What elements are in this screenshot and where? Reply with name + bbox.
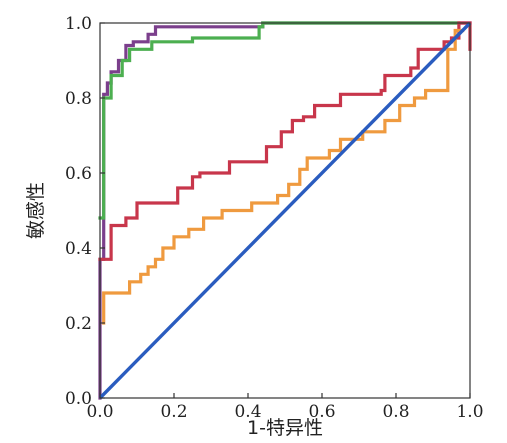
y-tick-label: 1.0 [65,14,92,34]
y-tick-label: 0.4 [65,239,92,259]
y-tick-label: 0.0 [65,389,92,409]
x-tick-label: 0.8 [382,402,409,422]
plot-frame [99,22,471,399]
x-tick-label: 0.6 [308,402,335,422]
series-line-2 [98,21,461,220]
series-line-4 [102,28,465,325]
x-tick-label: 0.0 [86,402,113,422]
y-tick-label: 0.8 [65,89,92,109]
x-tick-label: 0.4 [234,402,261,422]
x-tick-label: 0.2 [160,402,187,422]
series-line-3 [98,21,472,261]
x-tick-label: 1.0 [456,402,483,422]
tick-layer: 0.0 0.2 0.4 0.6 0.8 1.0 0.0 0.2 0.4 0.6 0.8 1.0 [65,14,484,422]
y-axis-label: 敏感性 [25,182,47,239]
y-tick-label: 0.2 [65,314,92,334]
x-axis-label: 1-特异性 [247,417,323,439]
series-line-5 [98,21,472,400]
y-tick-label: 0.6 [65,164,92,184]
series-layer [98,21,472,400]
